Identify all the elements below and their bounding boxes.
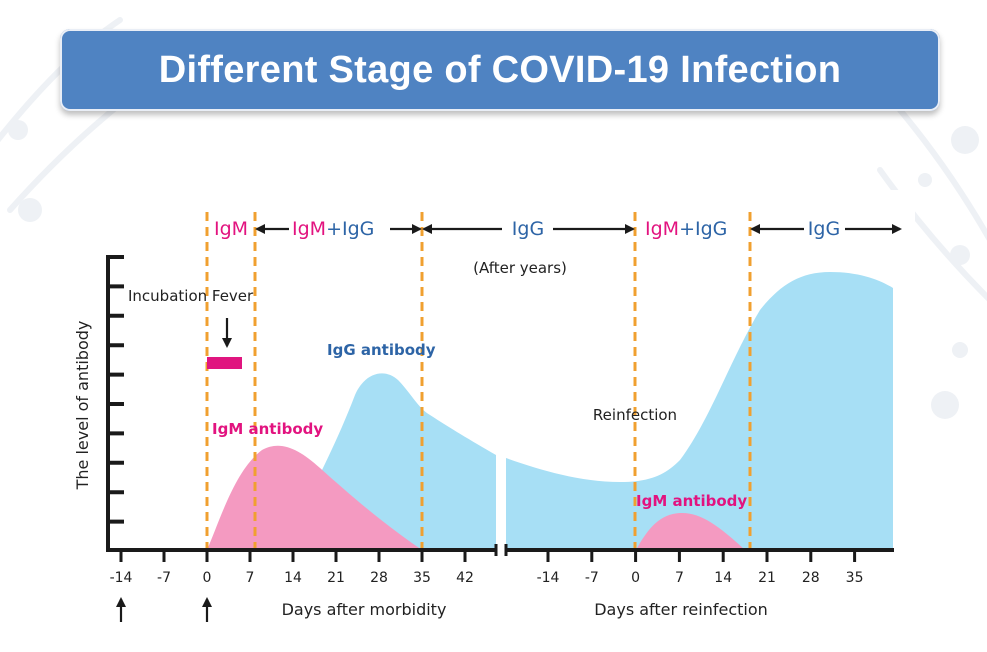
- x-tick-label: 35: [413, 570, 431, 586]
- y-axis-label: The level of antibody: [73, 321, 92, 491]
- reinfection-label: Reinfection: [593, 406, 677, 424]
- x-tick-label: 14: [714, 570, 732, 586]
- stage-dividers: [205, 212, 752, 550]
- x-axis: [106, 544, 894, 556]
- stage-label-igm-igg: IgM+IgG: [292, 218, 374, 240]
- x-tick-label: 14: [284, 570, 302, 586]
- igm-area-right: [636, 512, 745, 550]
- x-tick-label: 21: [327, 570, 345, 586]
- igm-antibody-label: IgM antibody: [212, 420, 323, 438]
- x-axis-tick-labels: -14 -7 0 7 14 21 28 35 42 -14 -7 0 7 14 21 28 35: [110, 550, 864, 586]
- after-years-label: (After years): [473, 259, 567, 277]
- x-tick-label: 42: [456, 570, 474, 586]
- x-tick-label: 7: [675, 570, 684, 586]
- y-axis: [106, 255, 124, 551]
- x-tick-label: -7: [157, 570, 171, 586]
- x-tick-label: 28: [802, 570, 820, 586]
- x-tick-label: 0: [203, 570, 212, 586]
- x-axis-label-left: Days after morbidity: [282, 600, 447, 619]
- stage-2-igg: IgG: [342, 218, 374, 240]
- stage-label-igm: IgM: [214, 218, 248, 240]
- x-tick-label: -7: [585, 570, 599, 586]
- stage-label-igm-igg-2: IgM+IgG: [645, 218, 727, 240]
- page-title: Different Stage of COVID-19 Infection: [158, 48, 842, 91]
- x-tick-label: 28: [370, 570, 388, 586]
- x-tick-label: -14: [537, 570, 560, 586]
- title-banner: Different Stage of COVID-19 Infection: [60, 29, 940, 111]
- igg-area-right: [506, 272, 893, 550]
- stage-2-plus: +: [326, 218, 342, 240]
- x-tick-label: 35: [846, 570, 864, 586]
- igg-antibody-label: IgG antibody: [327, 341, 436, 359]
- fever-bar: [207, 357, 242, 369]
- x-tick-label: 21: [758, 570, 776, 586]
- stage-4-plus: +: [679, 218, 695, 240]
- x-tick-label: 0: [631, 570, 640, 586]
- stage-label-igg: IgG: [512, 218, 544, 240]
- igm-area-left: [207, 445, 422, 550]
- stage-2-igm: IgM: [292, 218, 326, 240]
- igm-antibody-label-2: IgM antibody: [636, 492, 747, 510]
- incubation-fever-label: Incubation Fever: [128, 287, 254, 305]
- stage-4-igg: IgG: [695, 218, 727, 240]
- stage-label-igg-2: IgG: [808, 218, 840, 240]
- x-axis-label-right: Days after reinfection: [594, 600, 768, 619]
- y-axis-ticks: [106, 255, 124, 524]
- x-tick-label: 7: [246, 570, 255, 586]
- x-tick-label: -14: [110, 570, 133, 586]
- stage-4-igm: IgM: [645, 218, 679, 240]
